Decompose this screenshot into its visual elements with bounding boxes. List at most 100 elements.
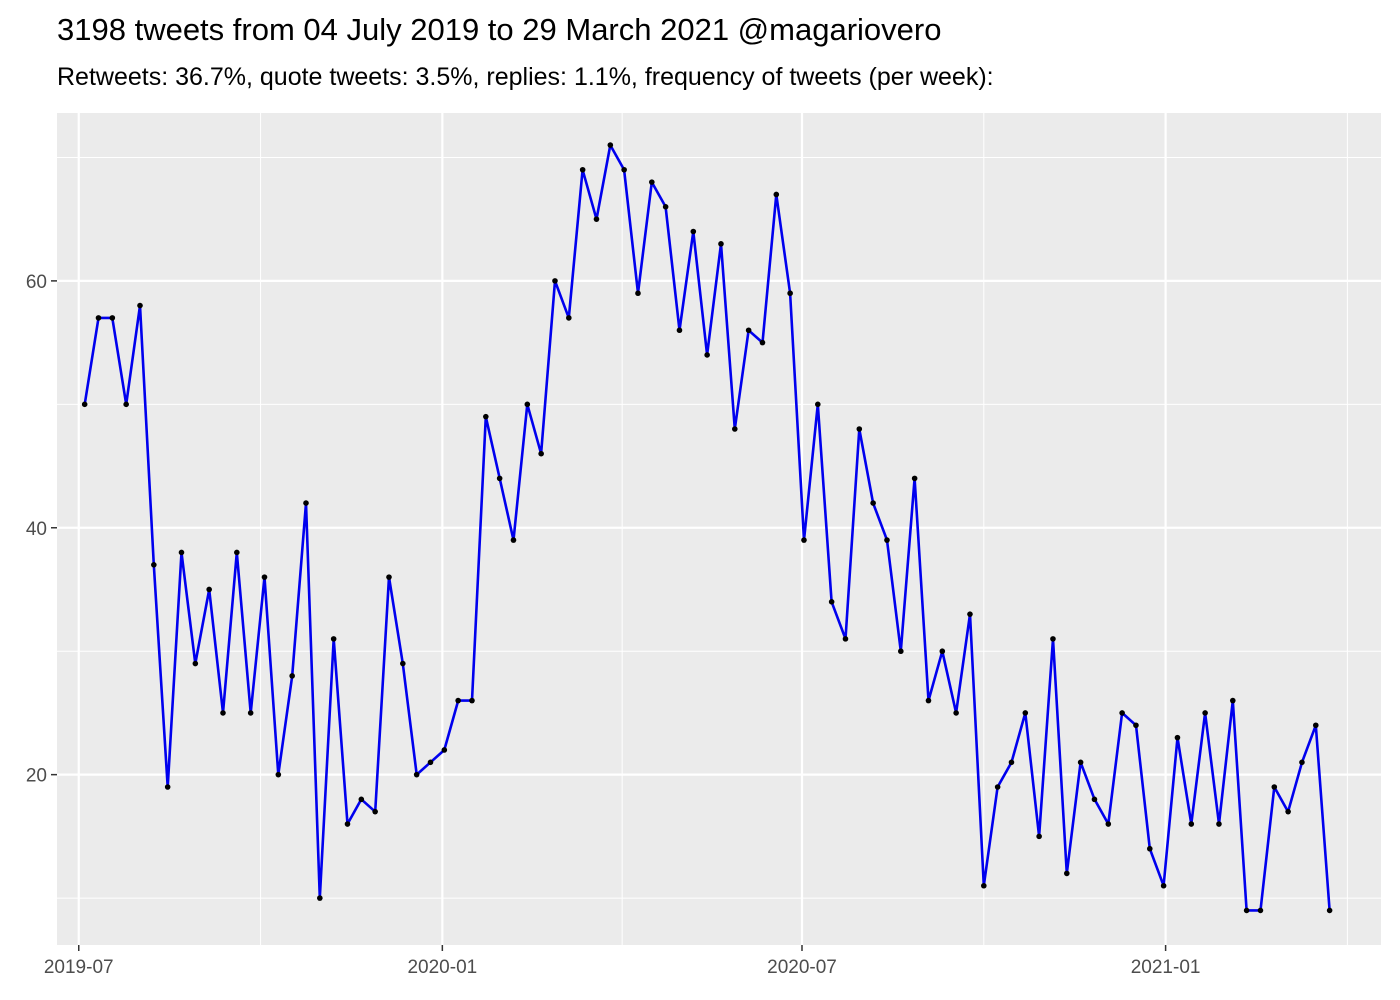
x-tick-label: 2021-01 (1131, 957, 1201, 978)
data-point (732, 426, 738, 432)
data-point (455, 697, 461, 704)
data-point (469, 697, 475, 704)
data-point (358, 796, 365, 803)
data-point (1202, 710, 1208, 716)
data-point (1271, 784, 1278, 790)
data-point (662, 204, 669, 210)
data-point (552, 278, 558, 284)
data-point (123, 401, 129, 408)
x-tick-label: 2020-07 (767, 957, 837, 978)
data-point (524, 401, 531, 408)
data-point (510, 537, 517, 543)
data-point (676, 327, 683, 334)
data-point (330, 636, 337, 642)
data-point (164, 784, 171, 790)
data-point (427, 759, 434, 766)
data-point (1077, 759, 1084, 766)
data-point (178, 549, 185, 556)
data-point (1119, 710, 1125, 716)
data-point (593, 216, 600, 222)
data-point (994, 784, 1001, 790)
data-point (607, 142, 614, 148)
data-point (787, 290, 793, 297)
data-point (759, 339, 766, 346)
data-point (1188, 821, 1195, 827)
data-point (704, 352, 710, 358)
data-point (1285, 808, 1291, 815)
data-point (1050, 636, 1056, 642)
data-point (1022, 710, 1029, 716)
data-point (137, 302, 143, 309)
data-point (690, 228, 697, 235)
data-point (1257, 907, 1264, 914)
data-point (247, 710, 254, 716)
y-tick-label: 60 (26, 272, 47, 293)
data-point (953, 710, 959, 716)
data-point (745, 327, 752, 334)
data-point (1091, 796, 1098, 803)
data-point (801, 537, 807, 543)
data-point (579, 166, 586, 173)
data-point (898, 648, 904, 655)
data-point (483, 413, 489, 420)
data-point (441, 747, 448, 753)
data-point (773, 191, 780, 198)
data-point (344, 821, 351, 827)
data-point (289, 673, 295, 679)
y-tick-label: 20 (26, 766, 47, 787)
data-point (275, 771, 282, 778)
chart-subtitle: Retweets: 36.7%, quote tweets: 3.5%, rep… (57, 63, 994, 91)
data-point (621, 166, 627, 173)
y-tick-label: 40 (26, 519, 47, 540)
data-point (815, 401, 821, 408)
data-point (303, 500, 309, 506)
data-point (870, 500, 876, 506)
minor-gridlines (57, 113, 1381, 945)
data-point (372, 808, 378, 815)
data-point (842, 636, 849, 642)
x-tick-label: 2020-01 (407, 957, 477, 978)
data-point (496, 475, 503, 482)
plot-panel (57, 113, 1381, 945)
data-point (538, 450, 544, 457)
data-point (884, 537, 890, 543)
data-point (234, 549, 240, 556)
data-point (261, 574, 268, 580)
series-layer (81, 142, 1333, 914)
data-point (967, 611, 973, 617)
data-point (317, 895, 323, 901)
data-point (856, 426, 863, 432)
data-point (566, 315, 572, 321)
data-point (81, 401, 88, 408)
data-point (413, 771, 420, 778)
data-point (151, 561, 157, 568)
data-point (1063, 870, 1070, 877)
data-point (635, 290, 641, 297)
data-point (1036, 833, 1042, 840)
data-point (1326, 907, 1333, 914)
data-point (981, 882, 987, 889)
data-point (95, 315, 102, 321)
data-point (1216, 821, 1222, 827)
data-point (911, 475, 918, 482)
data-point (206, 586, 212, 593)
data-point (1174, 734, 1181, 741)
data-point (109, 315, 116, 321)
data-point (939, 648, 946, 655)
data-point (1133, 722, 1139, 729)
data-point (192, 660, 199, 667)
data-point (1243, 907, 1250, 914)
data-point (925, 697, 932, 704)
data-point (649, 179, 655, 185)
data-point (1299, 759, 1305, 766)
data-point (386, 574, 392, 580)
data-point (1312, 722, 1319, 729)
data-point (828, 599, 835, 605)
data-point (220, 710, 226, 716)
data-point (718, 241, 724, 247)
data-point (400, 660, 406, 667)
data-point (1008, 759, 1015, 766)
x-tick-label: 2019-07 (44, 957, 114, 978)
data-point (1160, 882, 1167, 889)
